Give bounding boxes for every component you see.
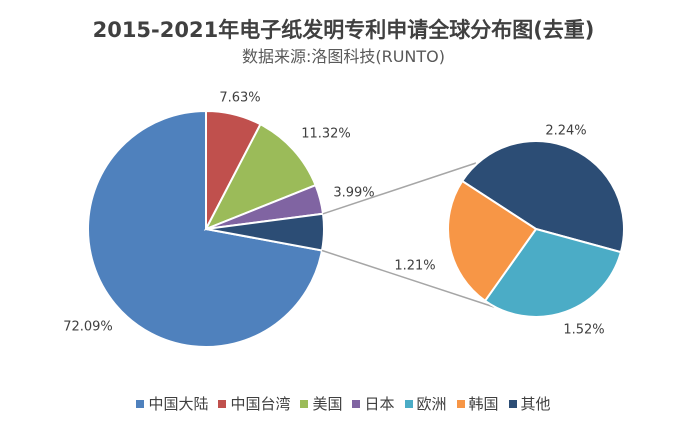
legend-item: 中国台湾 [218,393,290,414]
legend-item: 美国 [300,393,342,414]
data-label: 2.24% [545,124,586,139]
data-label: 1.52% [563,323,604,338]
slice-e6aca7e6b4b2 [483,227,623,318]
legend-item: 其他 [508,393,551,414]
slice-e99fa9e59bbd [447,179,538,303]
legend-item: 韩国 [456,393,499,414]
legend-label: 美国 [312,395,343,413]
slice-e585b6e4bb96 [460,140,625,254]
legend-label: 日本 [364,395,395,413]
data-label: 7.63% [219,91,260,106]
data-label: 11.32% [301,127,351,142]
legend-label: 中国大陆 [148,395,209,413]
legend-item: 欧洲 [404,393,447,414]
legend-swatch [404,400,413,408]
legend-item: 日本 [352,393,395,414]
slice-e7be8ee59bbd [203,122,317,231]
legend-swatch [508,400,517,408]
legend-swatch [456,400,465,408]
data-label: 3.99% [333,186,374,201]
legend-label: 其他 [520,395,551,413]
legend-label: 欧洲 [416,395,447,413]
chart-title: 2015-2021年电子纸发明专利申请全球分布图(去重) [92,18,595,42]
legend: 中国大陆 中国台湾 美国 日本 欧洲 韩国 其他 [0,393,687,414]
legend-swatch [352,400,361,408]
legend-swatch [136,400,145,408]
legend-swatch [218,400,227,408]
connector-top [322,162,477,215]
data-label: 1.21% [394,259,435,274]
chart-subtitle: 数据来源:洛图科技(RUNTO) [241,47,446,66]
legend-label: 中国台湾 [230,395,291,413]
legend-item: 中国大陆 [136,393,208,414]
data-label: 72.09% [63,320,113,335]
legend-swatch [300,400,309,408]
legend-label: 韩国 [468,395,499,413]
connector-bottom [321,249,495,308]
